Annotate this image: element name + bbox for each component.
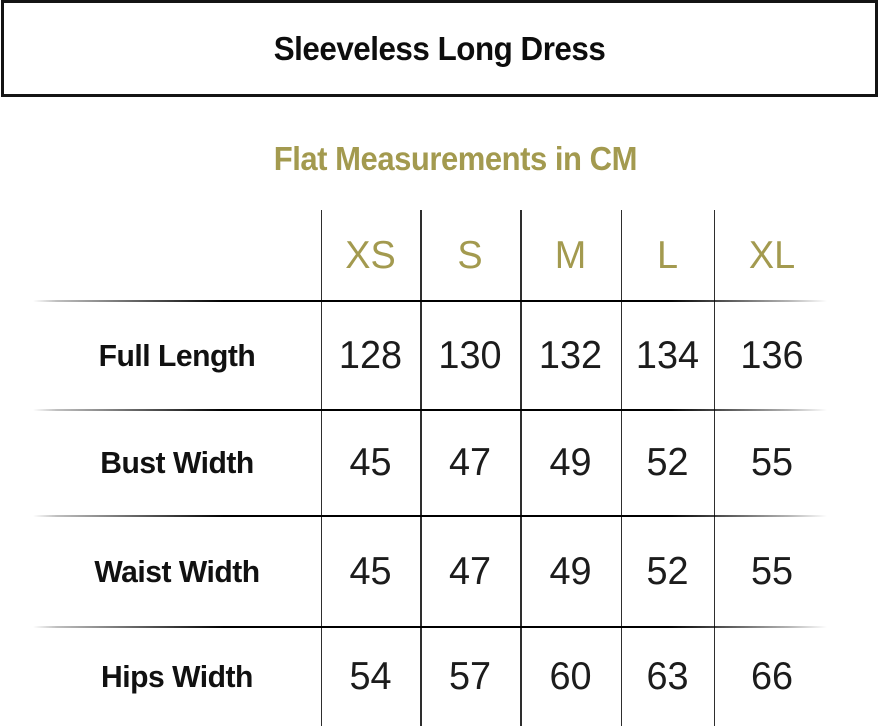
column-divider bbox=[420, 210, 422, 726]
value-waist-width-s: 47 bbox=[448, 549, 492, 593]
subtitle-row: Flat Measurements in CM bbox=[0, 140, 885, 178]
value-bust-width-m: 49 bbox=[549, 441, 592, 484]
value-waist-width-xs: 45 bbox=[349, 549, 392, 593]
column-divider bbox=[320, 210, 322, 726]
corner-cell bbox=[0, 210, 321, 301]
value-waist-width-xl: 55 bbox=[750, 549, 794, 593]
measurements-table: XS S M L XL Full Length 128 130 132 134 … bbox=[0, 210, 830, 726]
size-header-xl: XL bbox=[748, 233, 796, 277]
value-waist-width-m: 49 bbox=[549, 549, 592, 593]
row-divider bbox=[33, 626, 827, 628]
value-hips-width-xs: 54 bbox=[349, 654, 392, 698]
value-bust-width-l: 52 bbox=[646, 441, 689, 484]
row-label-bust-width: Bust Width bbox=[100, 445, 254, 480]
value-bust-width-s: 47 bbox=[448, 441, 492, 484]
row-divider bbox=[33, 300, 827, 302]
value-bust-width-xl: 55 bbox=[750, 441, 794, 484]
value-full-length-xl: 136 bbox=[740, 333, 804, 377]
row-label-waist-width: Waist Width bbox=[94, 553, 260, 589]
size-header-l: L bbox=[656, 233, 679, 277]
size-header-m: M bbox=[554, 233, 587, 277]
size-header-xs: XS bbox=[345, 233, 396, 277]
value-full-length-l: 134 bbox=[635, 333, 700, 377]
column-divider bbox=[713, 210, 715, 726]
value-full-length-s: 130 bbox=[438, 333, 502, 377]
subtitle: Flat Measurements in CM bbox=[274, 140, 638, 177]
row-label-full-length: Full Length bbox=[98, 337, 256, 373]
value-full-length-m: 132 bbox=[538, 333, 603, 377]
title-box: Sleeveless Long Dress bbox=[1, 0, 878, 97]
value-bust-width-xs: 45 bbox=[349, 441, 392, 484]
value-hips-width-s: 57 bbox=[448, 654, 492, 698]
column-divider bbox=[520, 210, 522, 726]
value-waist-width-l: 52 bbox=[646, 549, 689, 593]
size-header-s: S bbox=[457, 233, 483, 277]
row-label-hips-width: Hips Width bbox=[101, 658, 253, 694]
row-divider bbox=[33, 515, 827, 517]
page-title: Sleeveless Long Dress bbox=[273, 29, 606, 67]
value-hips-width-m: 60 bbox=[549, 654, 592, 698]
row-divider bbox=[33, 409, 827, 411]
value-hips-width-xl: 66 bbox=[750, 654, 794, 698]
column-divider bbox=[620, 210, 622, 726]
value-full-length-xs: 128 bbox=[338, 333, 403, 377]
value-hips-width-l: 63 bbox=[646, 654, 689, 698]
